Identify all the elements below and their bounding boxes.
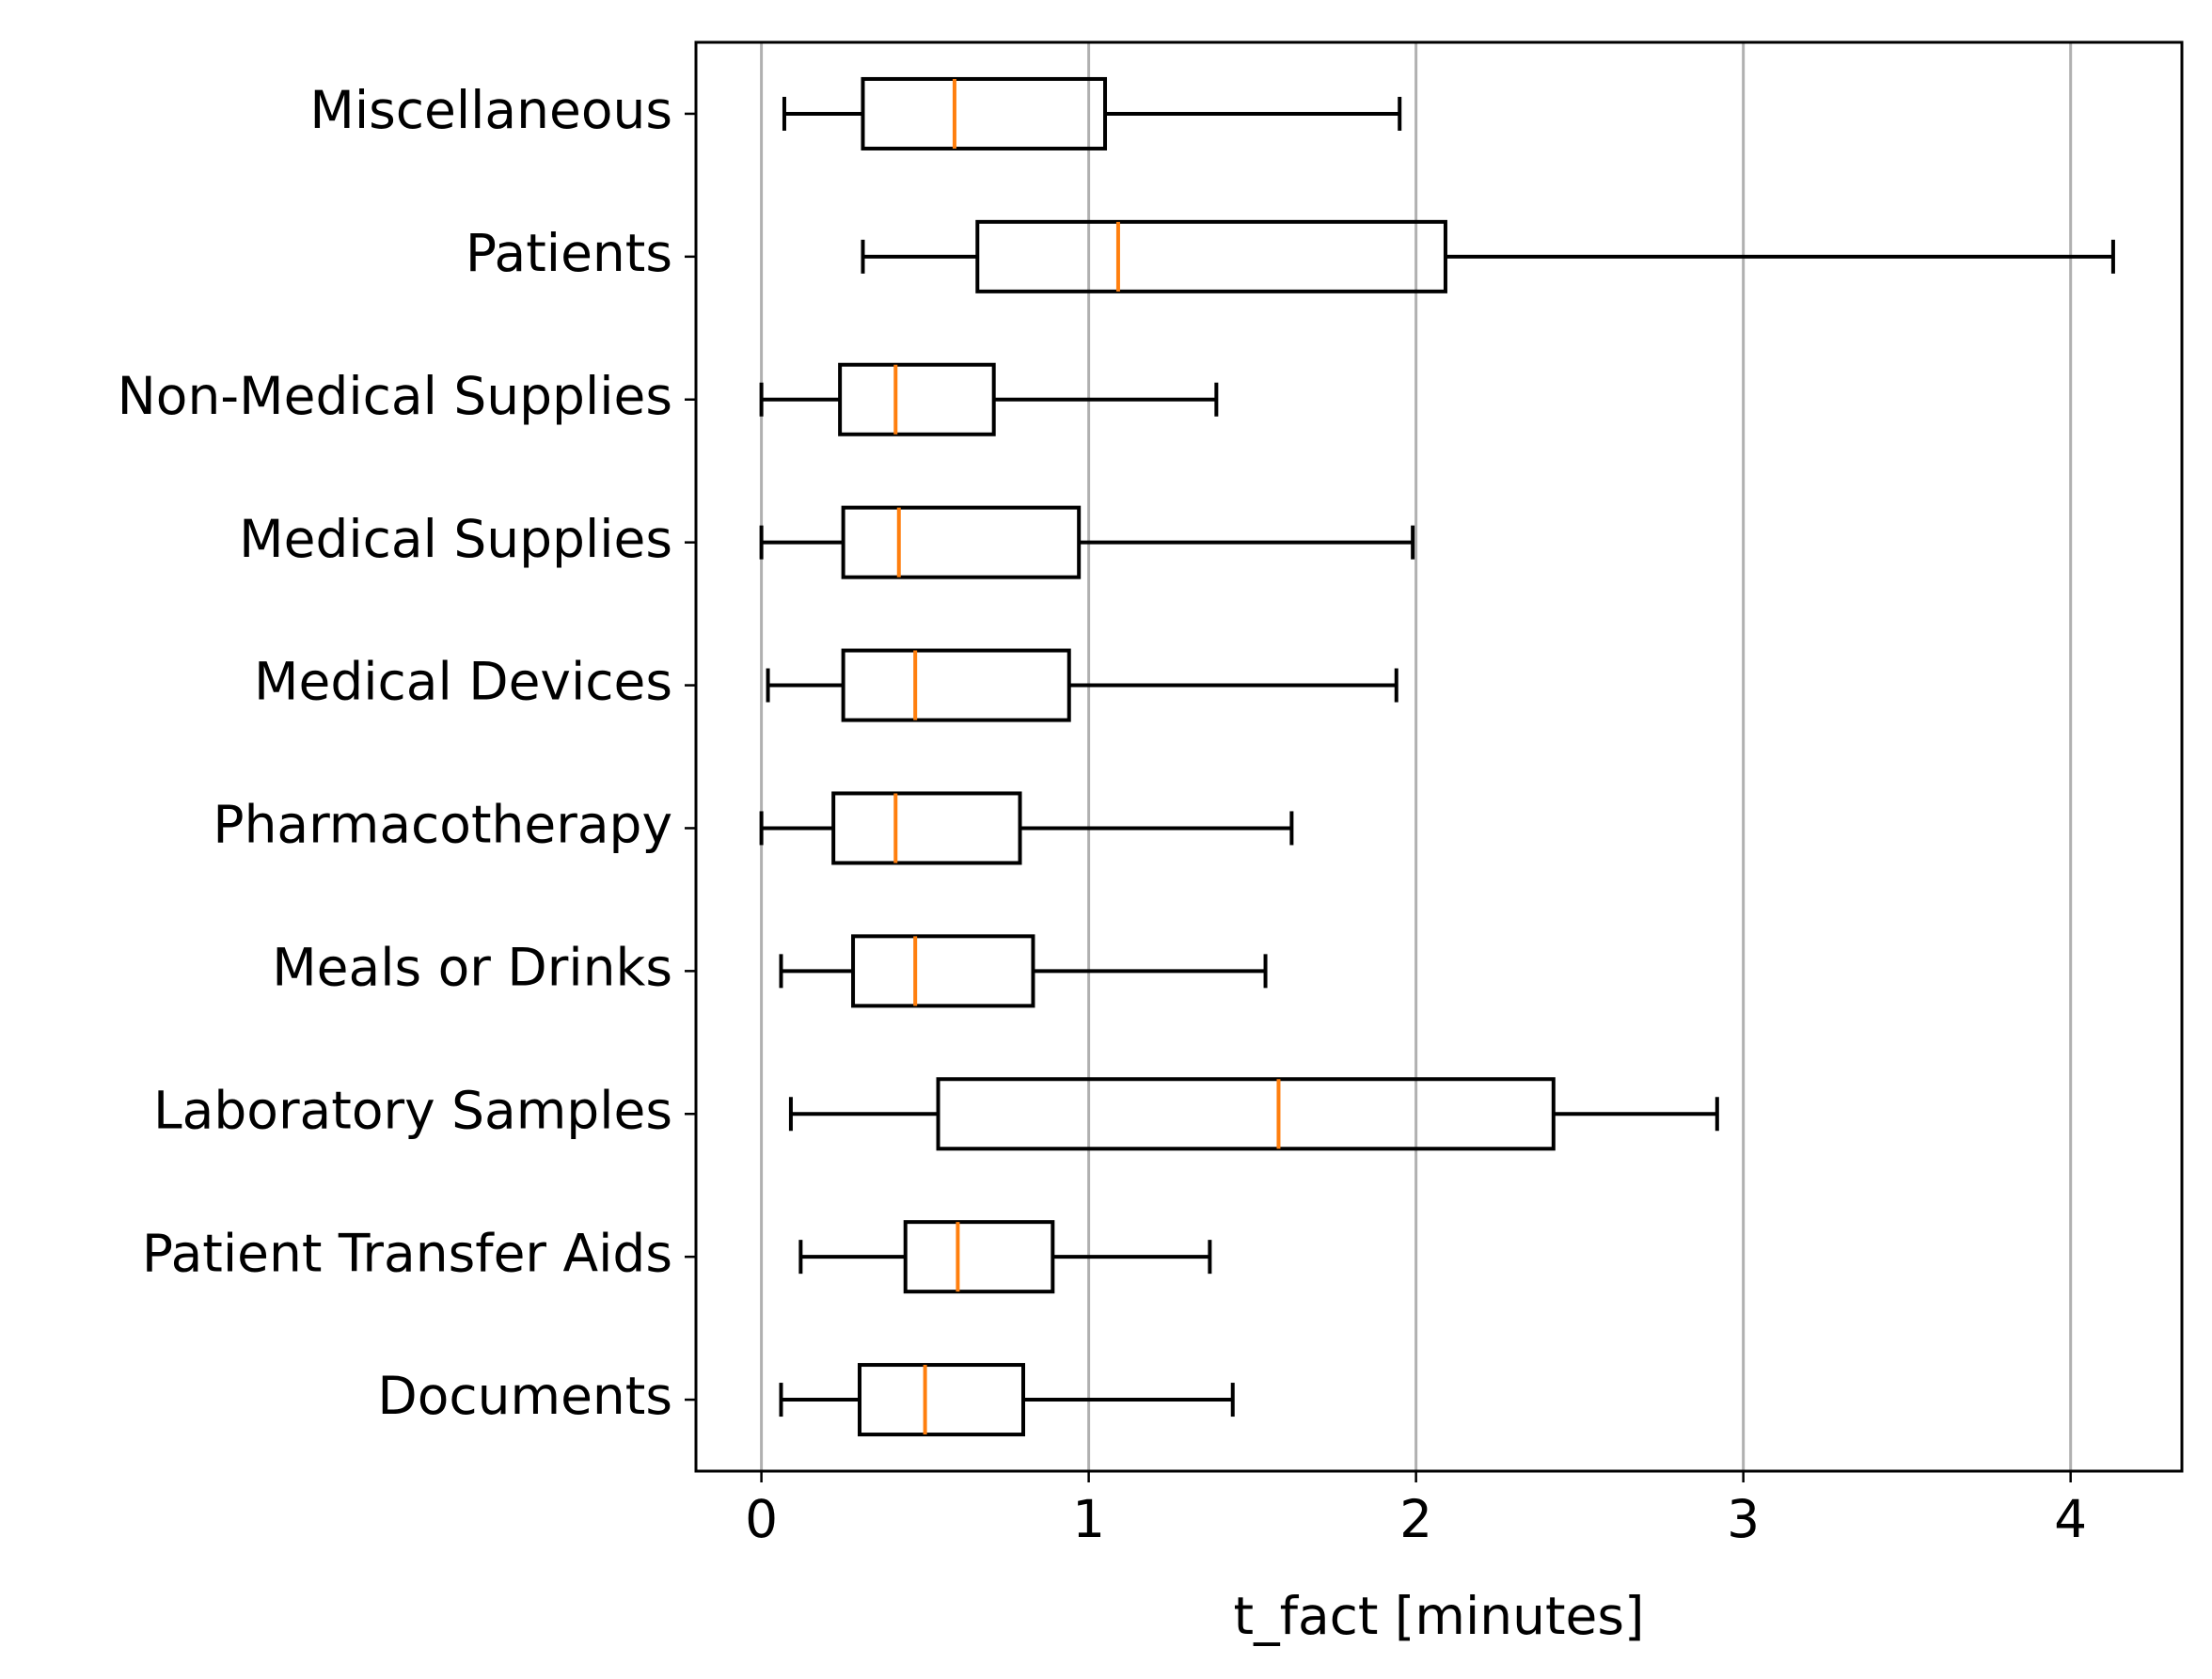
y-tick-label: Medical Supplies (239, 509, 672, 569)
box (838, 362, 996, 436)
x-tick-label: 1 (1072, 1489, 1105, 1549)
box (831, 791, 1022, 865)
box (903, 1220, 1055, 1294)
x-tick-label: 2 (1399, 1489, 1432, 1549)
y-tick-label: Documents (377, 1366, 672, 1426)
box (841, 648, 1071, 722)
x-tick-label: 3 (1727, 1489, 1760, 1549)
box (936, 1077, 1556, 1151)
x-tick-label: 0 (745, 1489, 778, 1549)
box (861, 76, 1108, 150)
box (858, 1363, 1026, 1437)
box (851, 934, 1035, 1008)
box (975, 219, 1447, 293)
y-tick-label: Non-Medical Supplies (118, 366, 672, 426)
box (841, 505, 1082, 579)
x-tick-label: 4 (2054, 1489, 2087, 1549)
plot-frame (694, 40, 2184, 1473)
y-tick-label: Pharmacotherapy (213, 795, 672, 855)
y-tick-label: Medical Devices (254, 652, 672, 712)
x-axis-label: t_fact [minutes] (1234, 1586, 1645, 1646)
y-tick-label: Laboratory Samples (153, 1080, 672, 1140)
y-tick-label: Miscellaneous (309, 80, 672, 140)
y-tick-label: Patient Transfer Aids (142, 1223, 672, 1283)
y-tick-label: Patients (466, 223, 672, 283)
y-tick-label: Meals or Drinks (272, 937, 672, 997)
